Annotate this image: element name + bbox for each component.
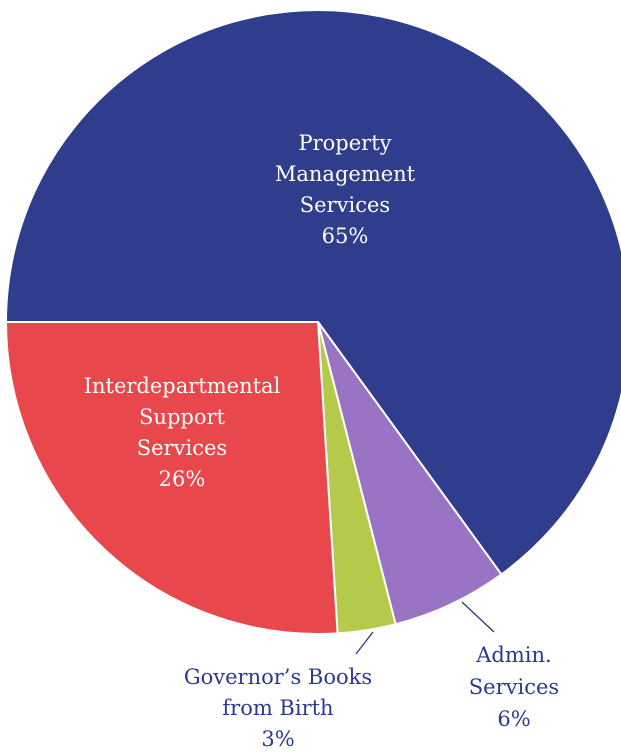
slice-label-line: Property — [298, 131, 391, 155]
slice-label-line: Interdepartmental — [84, 374, 281, 398]
slice-labels: Property Management Services 65% Admin. Servi… — [84, 131, 559, 751]
slice-label-line: 3% — [261, 727, 294, 751]
slice-label-governor-s-books-from-birth: Governor’s Books from Birth 3% — [184, 665, 372, 751]
leader-line-governor-s-books-from-birth — [355, 631, 374, 655]
slice-label-line: Governor’s Books — [184, 665, 372, 689]
slice-label-interdepartmental-support-services: Interdepartmental Support Services 26% — [84, 374, 281, 491]
slice-label-line: 6% — [497, 707, 530, 731]
slice-label-line: 26% — [159, 467, 206, 491]
pie-slice-interdepartmental-support-services — [4, 321, 339, 635]
slice-label-line: Management — [275, 162, 416, 186]
leader-lines — [355, 601, 495, 655]
leader-line-admin-services — [461, 601, 495, 633]
slice-label-line: Services — [469, 675, 559, 699]
slice-label-line: Support — [139, 405, 225, 429]
slice-label-line: Services — [300, 193, 390, 217]
pie-slice-property-management-services — [4, 9, 621, 576]
slice-label-line: from Birth — [222, 696, 333, 720]
slice-label-line: Admin. — [475, 643, 551, 667]
slice-label-admin-services: Admin. Services 6% — [469, 643, 559, 731]
slice-label-line: 65% — [322, 224, 369, 248]
pie-slices — [4, 9, 621, 635]
slice-label-line: Services — [137, 436, 227, 460]
slice-label-property-management-services: Property Management Services 65% — [275, 131, 416, 248]
